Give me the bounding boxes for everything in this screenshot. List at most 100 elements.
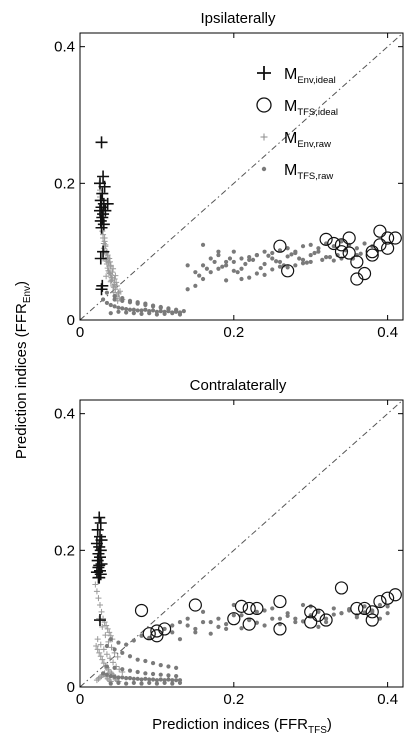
tfs-raw-point [231,259,236,265]
tfs-raw-point [127,676,133,681]
tfs-raw-point [231,249,236,254]
env-raw-point [103,622,110,629]
tfs-raw-point [285,613,290,619]
env-raw-point [99,656,106,663]
x-axis-title: Prediction indices (FFRTFS) [152,716,332,736]
tfs-raw-point [131,680,136,686]
tfs-ideal-point [357,601,372,616]
x-axis-title-end: ) [327,716,332,733]
tfs-raw-point [135,308,140,313]
tfs-raw-point [377,616,383,621]
env-raw-point [112,286,119,293]
tfs-raw-point [308,259,313,265]
tfs-ideal-point [304,605,318,619]
tfs-raw-point [166,664,171,669]
tfs-raw-point [116,675,121,680]
env-ideal-point [97,170,110,183]
tfs-raw-point [239,626,244,631]
env-raw-point [104,254,111,261]
tfs-raw-point [212,259,217,265]
tfs-raw-point [216,252,221,258]
tfs-ideal-point [342,231,356,245]
tfs-ideal-point [273,239,287,253]
tfs-raw-point [300,602,306,608]
tfs-raw-point [112,674,117,679]
tfs-raw-point [262,249,267,254]
tfs-ideal-point [365,248,379,262]
env-raw-point [94,646,101,653]
tfs-raw-point [285,246,290,251]
env-raw-point [113,279,120,286]
tfs-raw-point [124,642,129,647]
tfs-raw-point [239,613,244,618]
env-raw-point [104,625,111,632]
y-tick-label: 0 [67,312,75,329]
tfs-raw-point [224,259,229,265]
tfs-ideal-point [334,581,349,595]
tfs-raw-point [170,681,175,686]
tfs-raw-point [216,616,221,621]
tfs-raw-point [162,626,167,632]
tfs-raw-point [131,307,136,312]
tfs-raw-point [116,680,121,686]
tfs-raw-point [358,251,363,256]
tfs-raw-point [354,246,359,251]
tfs-ideal-point [365,605,379,619]
tfs-raw-point [308,252,313,258]
tfs-raw-point [247,275,252,280]
tfs-raw-point [323,241,329,246]
tfs-raw-point [200,619,206,625]
tfs-raw-point [293,619,298,625]
env-raw-point [107,278,114,285]
env-ideal-point [94,252,107,265]
tfs-raw-point [239,266,244,271]
tfs-raw-point [154,681,160,686]
tfs-ideal-point [342,246,356,260]
tfs-raw-point [150,303,156,308]
tfs-raw-point [135,676,140,681]
tfs-ideal-point [142,627,156,641]
tfs-raw-point [116,640,121,645]
env-raw-point [100,240,107,247]
x-tick-label: 0.4 [377,691,398,708]
tfs-raw-point [204,266,209,271]
tfs-raw-point [147,311,152,316]
y-axis-title: Prediction indices (FFREnv) [13,281,33,459]
x-tick-label: 0.2 [223,691,244,708]
tfs-raw-point [120,306,125,311]
tfs-ideal-point [373,238,387,252]
tfs-raw-point [370,608,375,613]
env-raw-point [103,258,110,265]
tfs-ideal-point [365,613,379,627]
tfs-raw-point [277,264,283,269]
env-raw-point [108,644,115,651]
tfs-raw-point [224,263,229,268]
tfs-raw-point [285,254,290,259]
tfs-raw-point [158,309,163,314]
tfs-raw-point [104,672,110,677]
tfs-raw-point [139,633,144,638]
tfs-raw-point [131,638,136,643]
tfs-raw-point [108,637,113,642]
env-raw-point [100,646,107,653]
tfs-raw-point [127,307,133,312]
tfs-raw-point [185,263,190,268]
tfs-raw-point [254,252,259,258]
tfs-raw-point [135,300,140,305]
tfs-raw-point [224,626,229,632]
tfs-raw-point [104,664,110,669]
tfs-ideal-point [157,622,172,636]
tfs-raw-point [208,270,213,275]
env-ideal-point [96,187,109,200]
tfs-raw-point [197,273,202,278]
tfs-raw-point [385,611,390,616]
tfs-raw-point [127,654,133,659]
env-raw-point [96,602,103,608]
tfs-raw-point [150,677,156,682]
legend-circle-marker [256,97,272,113]
tfs-ideal-point [319,232,333,246]
tfs-raw-point [170,678,175,683]
tfs-raw-point [193,626,198,632]
tfs-raw-point [339,611,344,616]
panel-title: Ipsilaterally [200,10,276,27]
